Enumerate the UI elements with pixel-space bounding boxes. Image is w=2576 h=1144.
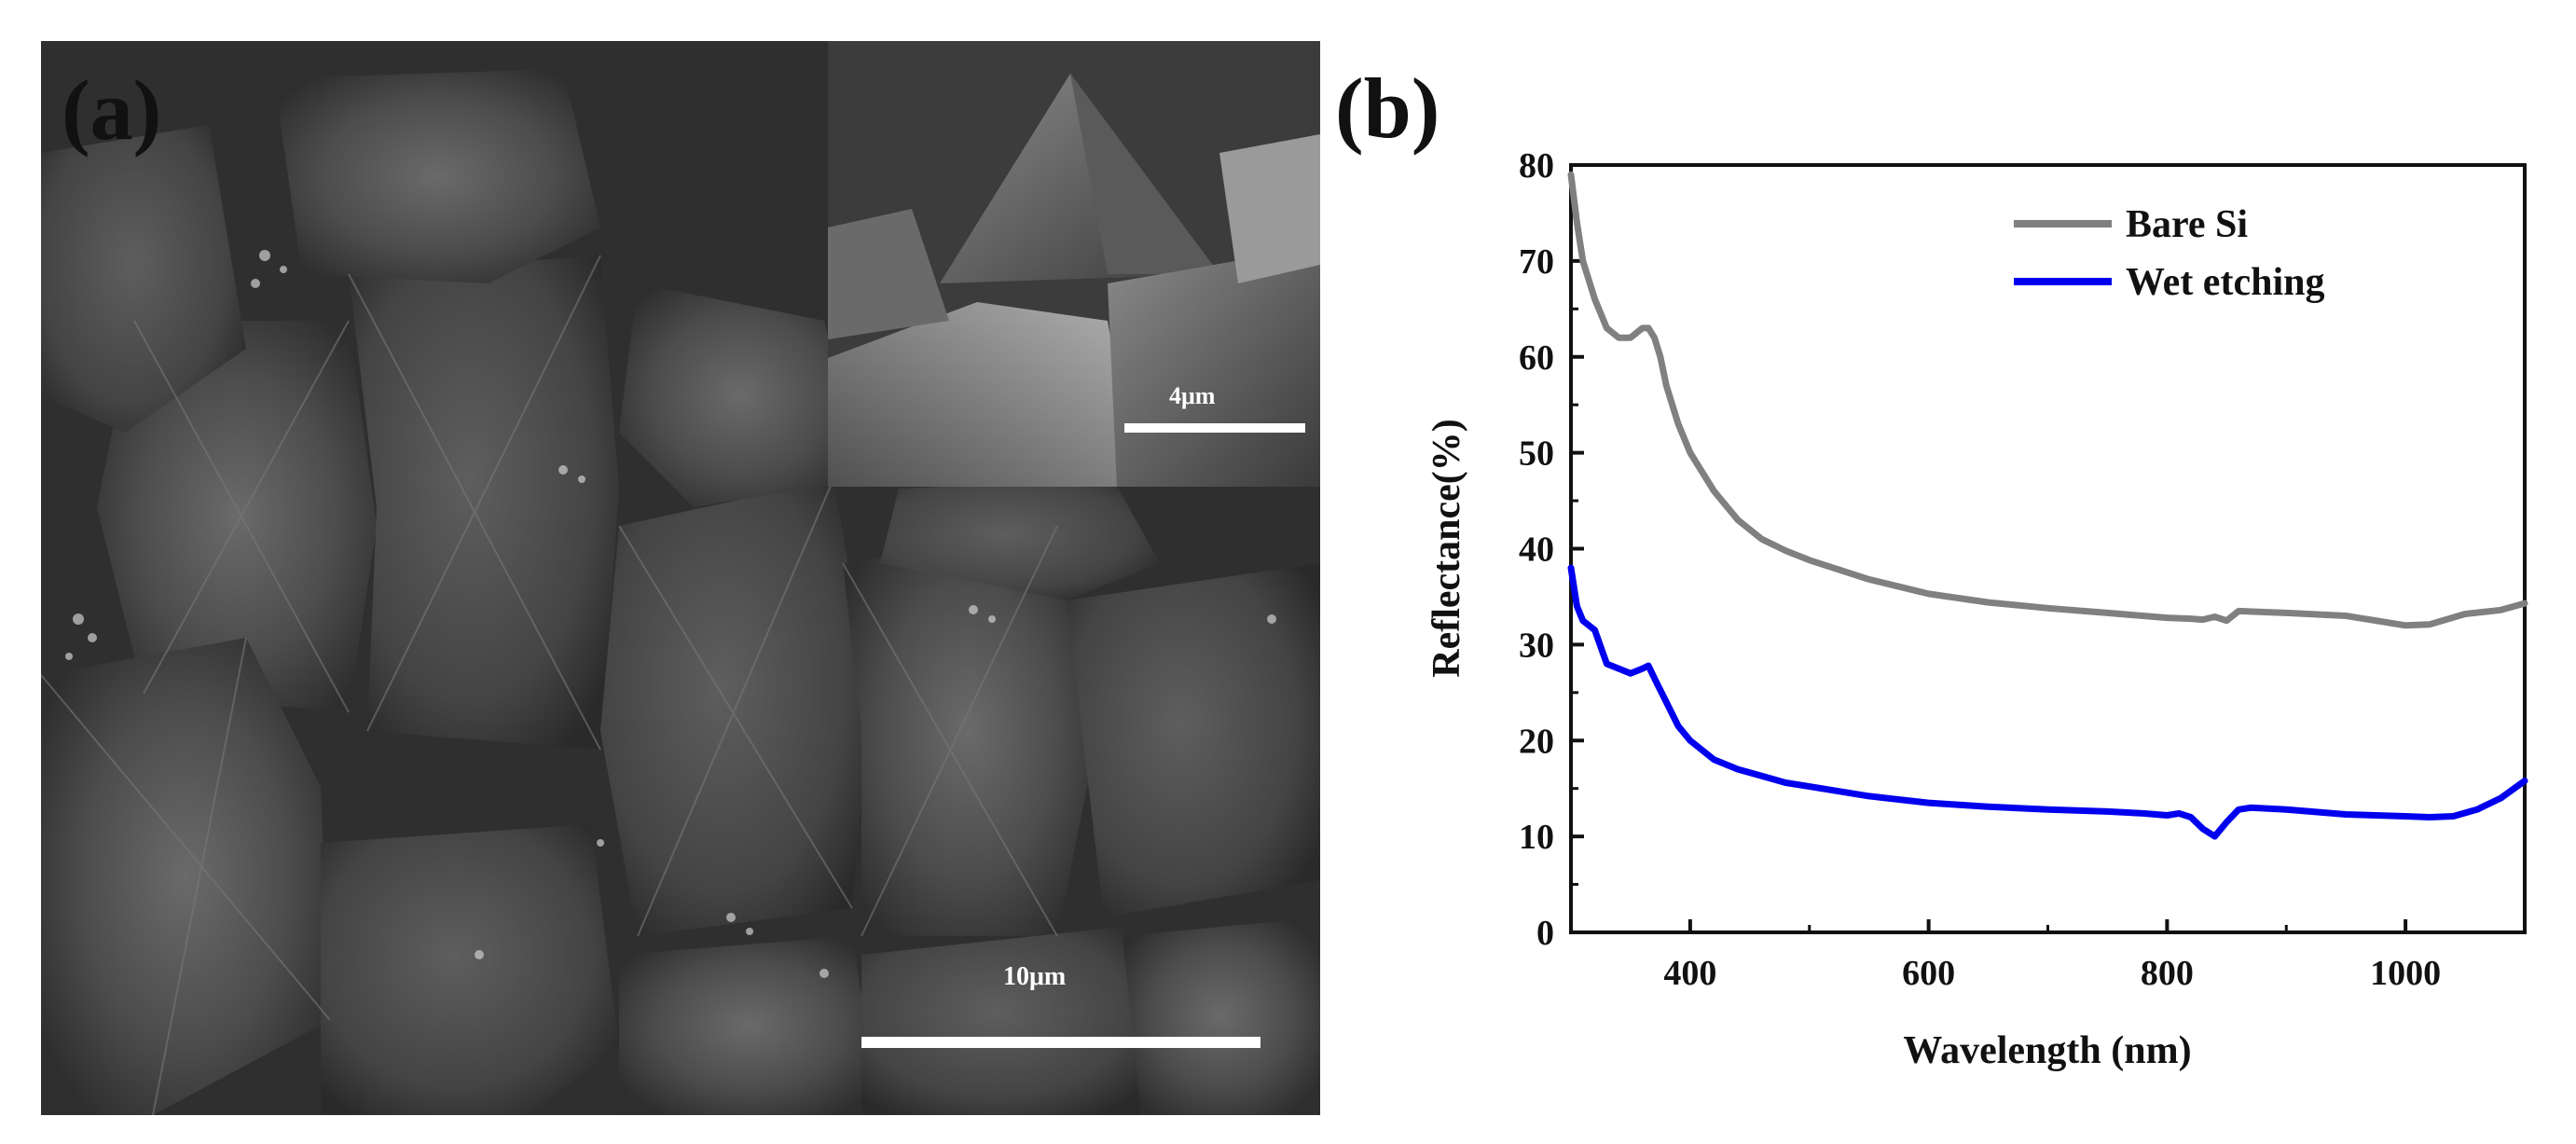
legend: Bare Si Wet etching <box>2014 203 2324 304</box>
sem-inset-micrograph: 4μm <box>828 41 1320 487</box>
y-tick-label: 80 <box>1519 146 1554 186</box>
y-tick-label: 60 <box>1519 338 1554 378</box>
x-ticks: 400 600 800 1000 <box>1569 919 2527 993</box>
x-tick-label: 400 <box>1663 954 1716 993</box>
pyramid-ridges <box>41 255 1058 1115</box>
panel-a-label: (a) <box>62 62 162 158</box>
series-line-wet-etching <box>1567 564 2528 840</box>
y-ticks: 0 10 20 30 40 50 60 70 80 <box>1519 146 1584 953</box>
y-tick-label: 50 <box>1519 434 1554 474</box>
inset-scale-bar <box>1124 423 1305 433</box>
y-tick-label: 20 <box>1519 722 1554 761</box>
x-tick-label: 1000 <box>2370 954 2441 993</box>
y-tick-label: 40 <box>1519 531 1554 570</box>
debris-particles <box>65 250 1276 978</box>
series-lines <box>1567 171 2528 840</box>
panel-b-label: (b) <box>1335 61 1440 156</box>
series-line-bare-si <box>1567 171 2528 629</box>
y-tick-label: 10 <box>1519 818 1554 857</box>
y-axis-title: Reflectance(%) <box>1426 419 1468 678</box>
main-scale-label: 10μm <box>1003 962 1067 991</box>
main-scale-bar <box>861 1037 1260 1048</box>
inset-scale-label: 4μm <box>1169 382 1216 409</box>
y-tick-label: 30 <box>1519 626 1554 665</box>
y-tick-label: 70 <box>1519 242 1554 282</box>
x-tick-label: 600 <box>1902 954 1955 993</box>
x-axis-title: Wavelength (nm) <box>1903 1029 2191 1072</box>
x-tick-label: 800 <box>2141 954 2194 993</box>
legend-label-bare-si: Bare Si <box>2126 203 2248 246</box>
y-tick-label: 0 <box>1536 914 1554 953</box>
legend-label-wet-etching: Wet etching <box>2126 261 2324 304</box>
